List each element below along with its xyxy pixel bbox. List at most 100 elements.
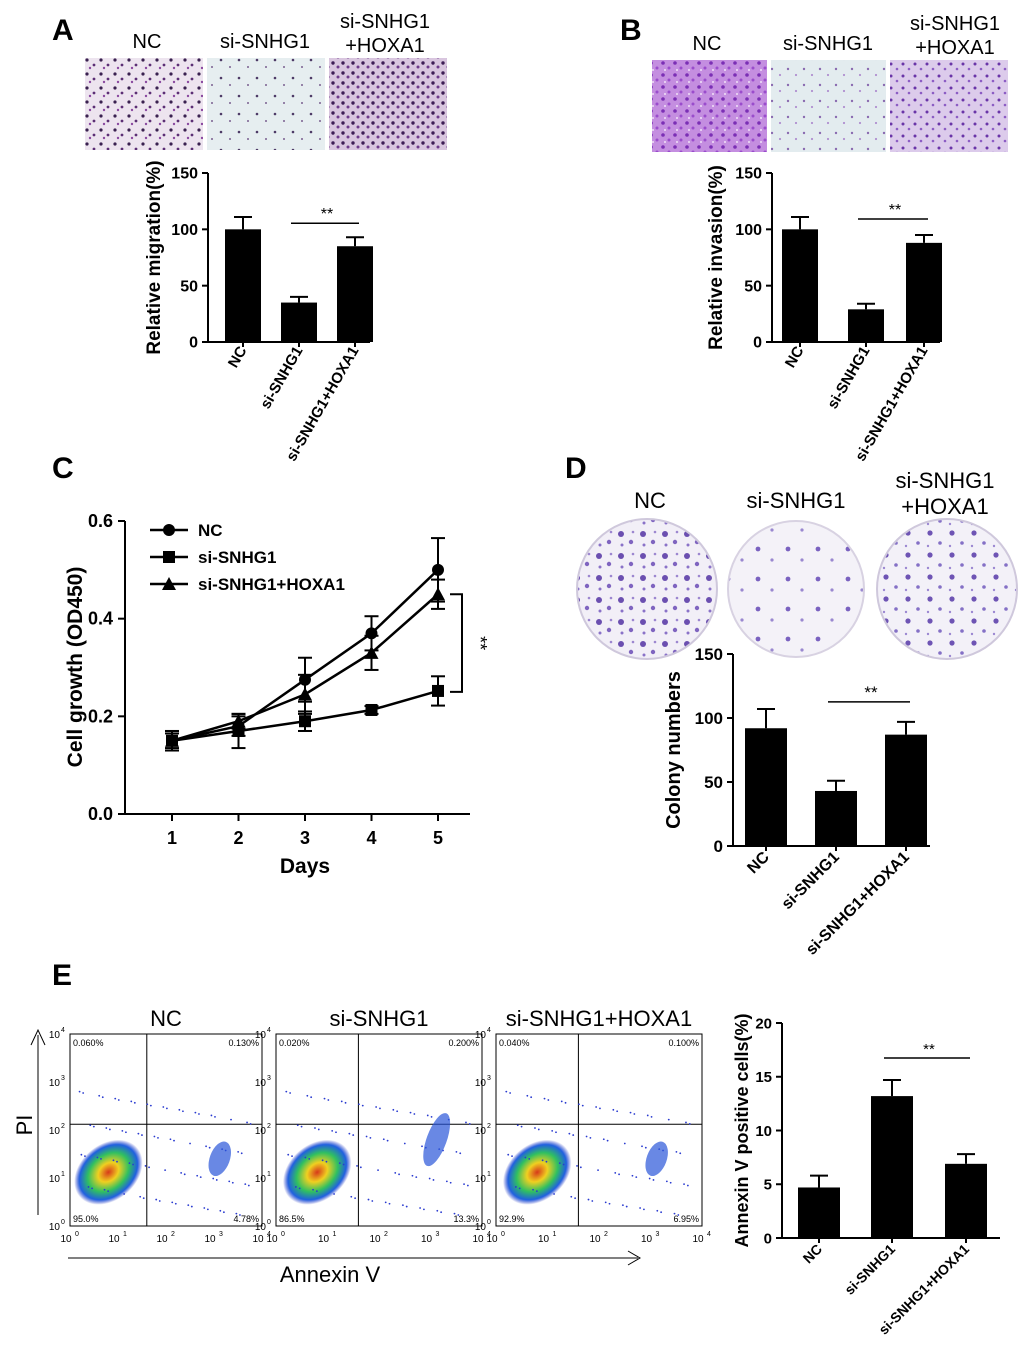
event-dot — [665, 1180, 668, 1183]
event-dot — [675, 1150, 678, 1153]
event-dot — [403, 1142, 406, 1145]
event-dot — [249, 1122, 252, 1125]
event-dot — [534, 1127, 536, 1129]
event-dot — [80, 1153, 83, 1156]
x-tick-label: NC — [799, 1241, 825, 1267]
event-dot — [555, 1131, 557, 1134]
event-dot — [367, 1198, 370, 1201]
flow-x-tick-base: 10 — [692, 1234, 704, 1245]
event-dot — [455, 1150, 458, 1153]
event-dot — [182, 1110, 184, 1113]
event-dot — [560, 1100, 563, 1103]
flow-y-tick-exp: 3 — [267, 1075, 271, 1082]
event-dot — [518, 1187, 521, 1190]
x-tick-label: 4 — [366, 828, 376, 848]
e-annexin-arrowhead — [627, 1250, 641, 1266]
event-dot — [669, 1181, 672, 1184]
y-tick-label: 50 — [744, 278, 762, 295]
event-dot — [650, 1115, 653, 1118]
event-dot — [543, 1097, 546, 1100]
flow-x-tick-exp: 0 — [75, 1231, 79, 1238]
event-dot — [325, 1160, 328, 1163]
y-tick-label: 0.2 — [88, 706, 113, 726]
event-dot — [298, 1187, 301, 1190]
point-si-snhg1 — [365, 703, 378, 716]
bar-si-snhg1-hoxa1 — [885, 734, 927, 846]
event-dot — [354, 1197, 357, 1200]
event-dot — [358, 1103, 360, 1106]
event-dot — [511, 1155, 513, 1158]
event-dot — [562, 1163, 565, 1166]
event-dot — [300, 1125, 303, 1128]
event-dot — [530, 1096, 533, 1099]
flow-y-tick-base: 10 — [49, 1030, 61, 1041]
event-dot — [428, 1177, 431, 1180]
event-dot — [194, 1111, 197, 1114]
event-dot — [214, 1115, 216, 1118]
panel-letter-c: C — [52, 452, 74, 485]
event-dot — [289, 1092, 292, 1094]
significance-label: ** — [470, 636, 490, 650]
b-micrograph-si — [771, 60, 886, 152]
event-dot — [153, 1135, 156, 1138]
event-dot — [108, 1128, 111, 1131]
event-dot — [436, 1209, 439, 1212]
x-tick-label: 1 — [167, 828, 177, 848]
flow-x-tick-exp: 1 — [123, 1231, 127, 1238]
flow-x-tick-base: 10 — [156, 1234, 168, 1245]
flow-y-tick-base: 10 — [475, 1126, 487, 1137]
event-dot — [413, 1113, 416, 1115]
event-dot — [614, 1172, 617, 1174]
event-dot — [377, 1169, 379, 1172]
flow-title: si-SNHG1 — [329, 1006, 428, 1031]
event-dot — [623, 1142, 626, 1145]
flow-y-tick-exp: 2 — [267, 1123, 271, 1130]
event-dot — [606, 1139, 609, 1142]
event-dot — [212, 1177, 215, 1180]
flow-x-tick-base: 10 — [486, 1234, 498, 1245]
flow-x-tick-exp: 0 — [281, 1231, 285, 1238]
event-dot — [174, 1202, 177, 1205]
event-dot — [308, 1158, 311, 1160]
panel-letter-b: B — [620, 14, 642, 47]
event-dot — [667, 1118, 670, 1121]
event-dot — [386, 1139, 389, 1142]
event-dot — [558, 1162, 561, 1165]
event-dot — [365, 1135, 368, 1138]
flow-y-tick-exp: 4 — [487, 1027, 491, 1034]
legend-label-si-snhg1-hoxa1: si-SNHG1+HOXA1 — [198, 575, 345, 594]
flow-x-tick-exp: 4 — [487, 1231, 491, 1238]
event-dot — [310, 1096, 313, 1099]
flow-y-tick-base: 10 — [255, 1222, 267, 1233]
x-tick-label: si-SNHG1 — [824, 344, 873, 412]
event-dot — [196, 1174, 199, 1177]
x-tick-label: 3 — [300, 828, 310, 848]
event-dot — [405, 1205, 408, 1208]
flow-x-tick-base: 10 — [266, 1234, 278, 1245]
flow-x-tick-base: 10 — [369, 1234, 381, 1245]
flow-y-tick-base: 10 — [49, 1174, 61, 1185]
event-dot — [148, 1166, 150, 1169]
y-tick-label: 15 — [755, 1069, 772, 1086]
event-dot — [415, 1176, 418, 1179]
event-dot — [629, 1111, 632, 1114]
apoptotic-population — [423, 1113, 451, 1167]
y-tick-label: 10 — [755, 1123, 772, 1140]
event-dot — [589, 1136, 592, 1139]
legend-marker-si-snhg1 — [163, 551, 175, 563]
event-dot — [203, 1207, 206, 1209]
x-tick-label: si-SNHG1 — [779, 849, 843, 913]
quadrant-ur-percent: 0.200% — [448, 1038, 479, 1048]
bar-si-snhg1 — [871, 1096, 913, 1238]
event-dot — [612, 1108, 615, 1111]
bar-nc — [745, 728, 787, 846]
event-dot — [123, 1193, 126, 1195]
event-dot — [92, 1125, 95, 1128]
flow-x-tick-base: 10 — [252, 1234, 264, 1245]
b-image-label-combo-1: si-SNHG1 — [910, 13, 1000, 35]
panel-letter-d: D — [565, 452, 587, 485]
event-dot — [352, 1134, 355, 1136]
flow-x-tick-exp: 2 — [604, 1231, 608, 1238]
flow-y-tick-base: 10 — [49, 1126, 61, 1137]
